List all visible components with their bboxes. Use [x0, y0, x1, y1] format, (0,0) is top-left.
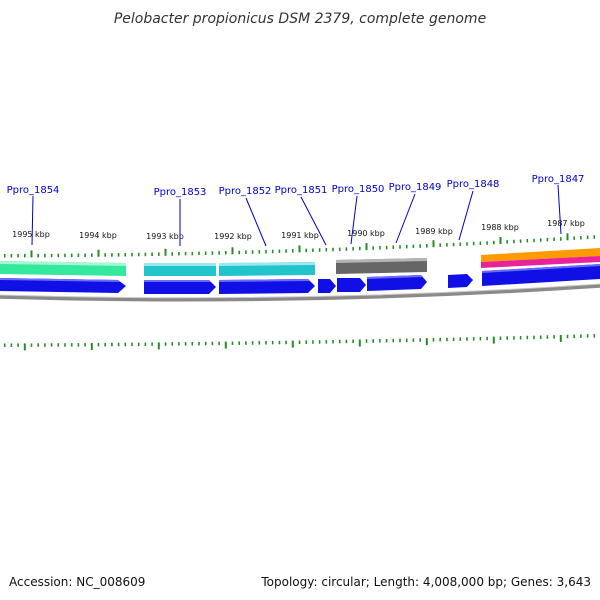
tick-label: 1993 kbp [146, 232, 184, 241]
feature-block-orange[interactable] [481, 248, 600, 262]
feature-block-magenta[interactable] [481, 256, 600, 268]
topology-summary: Topology: circular; Length: 4,008,000 bp… [260, 575, 591, 589]
gene-label-1854[interactable]: Ppro_1854 [7, 185, 60, 196]
tick-label: 1987 kbp [547, 219, 585, 228]
tick-label: 1992 kbp [214, 232, 252, 241]
tick-label: 1994 kbp [79, 231, 117, 240]
gene-label-1848[interactable]: Ppro_1848 [447, 179, 500, 190]
cds-arrow-1850[interactable] [337, 278, 366, 292]
cds-arrow-1851[interactable] [318, 279, 336, 293]
gene-label-1847[interactable]: Ppro_1847 [532, 174, 585, 185]
tick-label: 1989 kbp [415, 227, 453, 236]
cds-track [0, 264, 600, 294]
leader-line-1850 [350, 195, 358, 245]
gene-label-1852[interactable]: Ppro_1852 [219, 186, 272, 197]
tick-label: 1995 kbp [12, 230, 50, 239]
cds-arrow-1854[interactable] [0, 278, 126, 293]
cds-arrow-1849[interactable] [367, 275, 427, 291]
feature-block-cyan-1852-shine [219, 262, 315, 266]
cds-arrow-1853[interactable] [144, 280, 216, 294]
feature-block-green-shine [0, 261, 126, 266]
genome-backbone [0, 284, 600, 302]
feature-track-upper [0, 248, 600, 276]
feature-block-gray-shine [336, 258, 427, 263]
feature-block-cyan-1853-shine [144, 263, 216, 266]
cds-arrow-shine [0, 264, 600, 282]
tick-label: 1988 kbp [481, 223, 519, 232]
tick-marks-upper [3, 233, 596, 258]
cds-arrow-1847[interactable] [482, 264, 600, 286]
cds-arrow-1852[interactable] [219, 279, 315, 294]
gene-leader-lines [31, 184, 562, 247]
tick-marks-lower [3, 334, 596, 351]
gene-labels: Ppro_1854 Ppro_1853 Ppro_1852 Ppro_1851 … [7, 174, 585, 198]
accession-text: Accession: NC_008609 [9, 575, 145, 589]
leader-line-1854 [31, 195, 34, 246]
leader-line-1849 [395, 193, 416, 244]
tick-label: 1991 kbp [281, 231, 319, 240]
map-title: Pelobacter propionicus DSM 2379, complet… [114, 11, 486, 27]
tick-labels: 1995 kbp 1994 kbp 1993 kbp 1992 kbp 1991… [12, 219, 585, 241]
gene-label-1853[interactable]: Ppro_1853 [154, 187, 207, 198]
genome-backbone-highlight [0, 283, 600, 299]
feature-block-cyan-1853[interactable] [144, 263, 216, 276]
tick-label: 1990 kbp [347, 229, 385, 238]
leader-line-1851 [300, 196, 327, 246]
leader-line-1848 [458, 190, 474, 241]
gene-label-1851[interactable]: Ppro_1851 [275, 185, 328, 196]
leader-line-1847 [557, 184, 562, 235]
gene-label-1849[interactable]: Ppro_1849 [389, 182, 442, 193]
gene-label-1850[interactable]: Ppro_1850 [332, 184, 385, 195]
cds-arrow-1848[interactable] [448, 274, 473, 288]
leader-line-1852 [245, 197, 267, 247]
